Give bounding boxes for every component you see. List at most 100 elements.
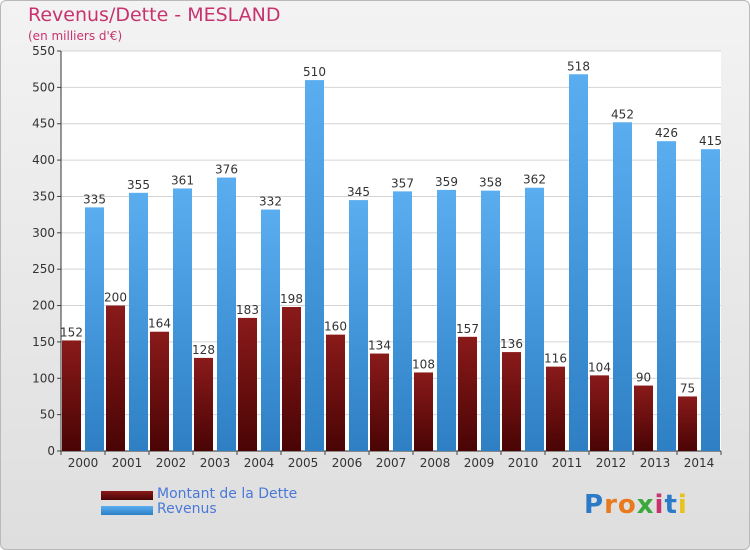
bar-debt [150,331,169,451]
bar-revenue [525,187,544,451]
x-tick-label: 2012 [596,456,627,470]
bar-debt [62,340,81,451]
legend-swatch-debt [101,491,153,500]
data-label-debt: 116 [544,352,567,366]
bar-debt [634,385,653,451]
y-tick-label: 500 [32,80,55,94]
x-tick-label: 2003 [200,456,231,470]
y-tick-label: 550 [32,44,55,58]
data-label-debt: 183 [236,303,259,317]
data-label-revenue: 452 [611,107,634,121]
x-tick-label: 2009 [464,456,495,470]
x-tick-label: 2008 [420,456,451,470]
bar-revenue [305,80,324,451]
y-tick-label: 150 [32,335,55,349]
y-tick-label: 0 [47,444,55,458]
bar-debt [238,317,257,451]
x-tick-label: 2013 [640,456,671,470]
data-label-debt: 198 [280,292,303,306]
bar-debt [194,357,213,451]
data-label-debt: 90 [636,371,651,385]
bar-debt [326,334,345,451]
data-label-revenue: 355 [127,178,150,192]
legend-label-revenue: Revenus [157,501,217,517]
x-tick-label: 2007 [376,456,407,470]
bar-revenue [569,74,588,451]
y-tick-label: 50 [40,408,55,422]
x-tick-label: 2002 [156,456,187,470]
bar-debt [546,366,565,451]
bar-revenue [261,209,280,451]
y-tick-label: 450 [32,117,55,131]
bar-debt [678,396,697,451]
legend-swatch-revenue [101,506,153,515]
bar-revenue [173,188,192,452]
data-label-debt: 108 [412,357,435,371]
x-tick-label: 2006 [332,456,363,470]
data-label-debt: 128 [192,343,215,357]
logo-letter: t [664,490,678,520]
data-label-debt: 152 [60,325,83,339]
data-label-revenue: 358 [479,176,502,190]
bar-revenue [129,192,148,451]
bar-revenue [613,122,632,451]
bar-debt [106,305,125,451]
bar-debt [590,375,609,451]
x-tick-label: 2011 [552,456,583,470]
data-label-debt: 157 [456,322,479,336]
bar-debt [370,353,389,451]
data-label-debt: 104 [588,360,611,374]
data-label-revenue: 345 [347,185,370,199]
logo-letter: i [654,490,665,520]
data-label-debt: 160 [324,320,347,334]
bar-debt [458,336,477,451]
logo-letter: i [677,490,688,520]
data-label-revenue: 357 [391,176,414,190]
bar-revenue [437,189,456,451]
x-tick-label: 2014 [684,456,715,470]
bar-debt [502,352,521,451]
x-tick-label: 2005 [288,456,319,470]
data-label-debt: 164 [148,317,171,331]
bar-revenue [701,149,720,451]
bar-revenue [85,207,104,451]
y-tick-label: 200 [32,299,55,313]
data-label-revenue: 335 [83,192,106,206]
x-tick-label: 2000 [68,456,99,470]
x-tick-label: 2004 [244,456,275,470]
legend-label-debt: Montant de la Dette [157,486,298,502]
y-tick-label: 300 [32,226,55,240]
logo-letter: r [604,490,618,520]
data-label-revenue: 426 [655,126,678,140]
data-label-revenue: 518 [567,59,590,73]
data-label-revenue: 376 [215,163,238,177]
x-tick-label: 2001 [112,456,143,470]
bar-revenue [217,177,236,451]
bar-revenue [481,190,500,452]
bar-debt [282,307,301,451]
data-label-revenue: 359 [435,175,458,189]
y-tick-label: 400 [32,153,55,167]
data-label-revenue: 361 [171,173,194,187]
bar-revenue [393,191,412,451]
data-label-revenue: 362 [523,173,546,187]
y-tick-label: 350 [32,189,55,203]
bar-revenue [349,200,368,451]
logo-letter: o [617,490,637,520]
proxiti-logo: Proxiti [584,490,688,520]
data-label-revenue: 332 [259,195,282,209]
plot-area [61,51,721,451]
chart-title: Revenus/Dette - MESLAND [28,4,281,26]
x-tick-label: 2010 [508,456,539,470]
data-label-revenue: 415 [699,134,722,148]
y-tick-label: 100 [32,371,55,385]
logo-letter: x [636,490,655,520]
logo-letter: P [584,490,605,520]
bar-revenue [657,141,676,451]
data-label-debt: 200 [104,291,127,305]
data-label-debt: 134 [368,339,391,353]
data-label-revenue: 510 [303,65,326,79]
data-label-debt: 136 [500,337,523,351]
